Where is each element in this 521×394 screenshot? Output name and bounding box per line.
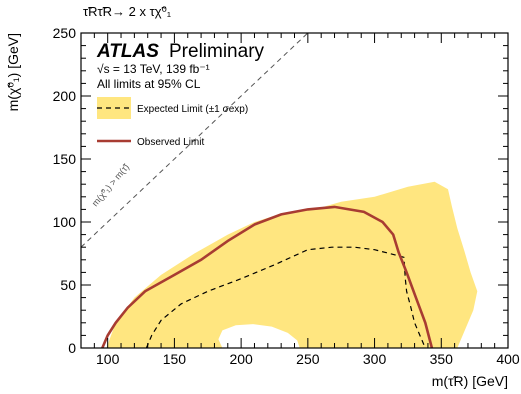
y-tick-label: 50	[60, 277, 76, 293]
kinematic-limit-line	[81, 33, 309, 248]
expected-limit-line	[145, 246, 426, 348]
observed-limit-line	[101, 205, 434, 348]
process-label: τ̃Rτ̃R→ 2 x τχ̃⁰₁	[83, 4, 172, 19]
legend: Expected Limit (±1 σexp) Observed Limit	[97, 97, 248, 148]
y-tick-label: 0	[68, 340, 76, 356]
kinematic-label: m(χ̃⁰₁) > m(τ̃)	[90, 161, 132, 208]
y-tick-label: 200	[53, 88, 77, 104]
legend-expected-swatch	[97, 97, 131, 119]
axis-ticks: 100 150 200 250 300 350 400 0 50 100 150 200 250	[53, 25, 520, 367]
x-tick-label: 300	[363, 351, 387, 367]
expected-limit-band	[106, 181, 478, 348]
x-axis-label: m(τ̃R) [GeV]	[432, 373, 508, 389]
legend-observed-label: Observed Limit	[137, 137, 204, 148]
cl-note: All limits at 95% CL	[97, 77, 201, 91]
x-tick-label: 400	[496, 351, 520, 367]
legend-expected-label: Expected Limit (±1 σexp)	[137, 104, 248, 115]
y-axis-label: m(χ̃⁰₁) [GeV]	[5, 33, 21, 111]
x-tick-label: 150	[163, 351, 187, 367]
status-label: Preliminary	[169, 41, 265, 62]
atlas-label: ATLAS	[96, 41, 159, 62]
y-tick-label: 100	[53, 214, 77, 230]
y-tick-label: 150	[53, 151, 77, 167]
x-tick-label: 100	[96, 351, 120, 367]
y-tick-label: 250	[53, 25, 77, 41]
x-tick-label: 250	[296, 351, 320, 367]
energy-lumi-label: √s = 13 TeV, 139 fb⁻¹	[97, 62, 210, 76]
x-tick-label: 350	[430, 351, 454, 367]
x-tick-label: 200	[229, 351, 253, 367]
